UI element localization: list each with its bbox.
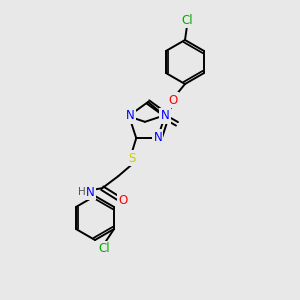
Text: N: N xyxy=(126,109,134,122)
Text: N: N xyxy=(86,186,94,199)
Text: N: N xyxy=(160,109,169,122)
Text: S: S xyxy=(129,152,136,165)
Text: Cl: Cl xyxy=(98,242,110,256)
Text: O: O xyxy=(168,94,178,106)
Text: O: O xyxy=(118,194,128,207)
Text: N: N xyxy=(153,131,162,144)
Text: Cl: Cl xyxy=(181,14,193,26)
Text: H: H xyxy=(78,187,86,197)
